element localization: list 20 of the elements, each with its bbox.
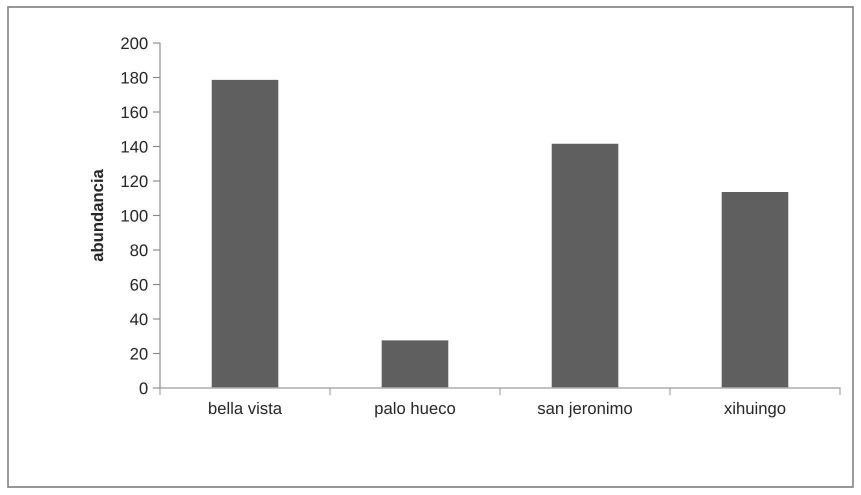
y-tick-label: 140 <box>122 140 148 153</box>
x-tick-label: bella vista <box>209 402 282 414</box>
bar <box>380 339 450 388</box>
x-tick-label: palo hueco <box>375 402 456 418</box>
bar <box>550 142 620 388</box>
y-axis-title: abundancia <box>90 169 104 262</box>
y-tick-label: 60 <box>130 278 148 291</box>
y-tick-label: 40 <box>130 313 148 326</box>
bar <box>210 78 280 388</box>
y-tick-label: 0 <box>140 382 148 394</box>
y-tick-label: 160 <box>122 106 148 118</box>
bar <box>720 190 790 388</box>
x-tick-label: san jeronimo <box>538 402 632 418</box>
y-tick-label: 80 <box>130 244 148 256</box>
y-tick-label: 100 <box>122 210 148 222</box>
y-tick-label: 20 <box>130 348 148 360</box>
y-tick-label: 120 <box>122 175 148 188</box>
y-tick-label: 180 <box>122 72 148 84</box>
x-tick-label: xihuingo <box>724 402 786 418</box>
y-tick-label: 200 <box>121 37 148 50</box>
